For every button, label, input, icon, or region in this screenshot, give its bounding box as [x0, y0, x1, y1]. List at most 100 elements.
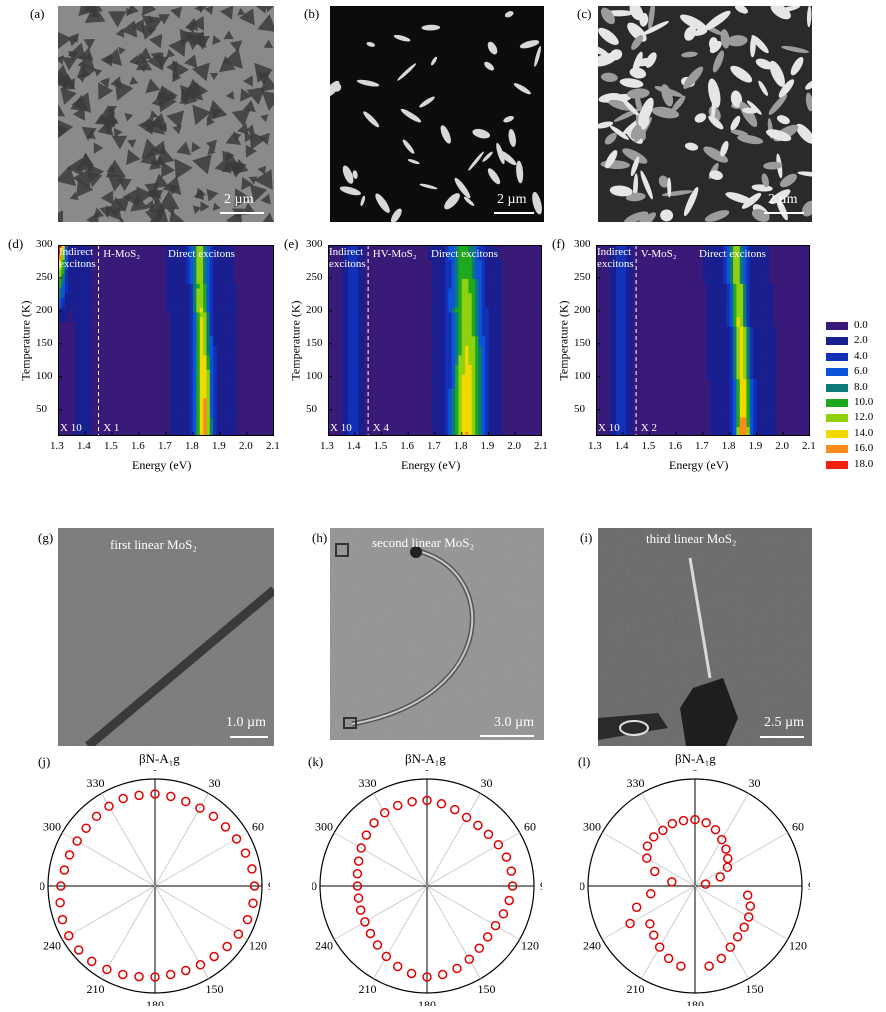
polar-data-point: [704, 961, 714, 971]
scale-label-b: 2 µm: [497, 192, 527, 207]
x-tick-label: 1.9: [480, 440, 495, 452]
x-axis-label: Energy (eV): [132, 458, 192, 472]
polar-data-point: [91, 811, 102, 822]
direct-excitons-label: Direct excitons: [431, 248, 498, 260]
y-tick-label: 100: [36, 369, 53, 382]
x-tick-label: 2.1: [534, 440, 548, 452]
polar-data-point: [483, 829, 494, 840]
panel-label-j: (j): [38, 754, 51, 769]
angle-label: 60: [252, 820, 264, 834]
scale-label-i: 2.5 µm: [764, 715, 804, 730]
x-tick-label: 2.0: [507, 440, 521, 452]
polar-data-point: [422, 795, 432, 806]
angle-label: 210: [87, 982, 105, 996]
heatmap-f: [596, 245, 810, 436]
panel-label-a: (a): [30, 6, 45, 21]
scale-bar-a: [220, 212, 264, 214]
polar-data-point: [490, 920, 501, 931]
x-tick-label: 1.4: [346, 440, 361, 452]
polar-data-point: [473, 820, 483, 831]
angle-label: 0: [692, 770, 698, 774]
polar-data-point: [64, 850, 75, 860]
polar-data-point: [743, 912, 754, 922]
polar-data-point: [365, 928, 376, 939]
y-tick-label: 300: [36, 238, 53, 250]
panel-label-k: (k): [308, 754, 324, 769]
polar-data-point: [642, 841, 653, 851]
legend-label: 10.0: [854, 396, 874, 408]
polar-data-point: [717, 834, 727, 845]
polar-data-point: [233, 929, 244, 939]
material-label: H-MoS₂: [103, 248, 141, 260]
angle-label: 330: [359, 776, 377, 790]
y-tick-label: 250: [306, 270, 323, 283]
x-tick-label: 1.6: [400, 440, 414, 452]
y-tick-label: 50: [574, 402, 585, 415]
x-tick-label: 1.7: [427, 440, 441, 452]
polar-data-point: [716, 953, 727, 964]
heatmap-d: [58, 245, 274, 436]
sem-image-g: [58, 528, 274, 746]
angle-label: 30: [209, 776, 221, 790]
polar-title-j: βN-A₁g: [139, 751, 180, 766]
polar-data-point: [381, 951, 392, 962]
angle-label: 150: [746, 982, 764, 996]
angle-label: 30: [481, 776, 493, 790]
polar-data-point: [369, 818, 379, 828]
polar-data-point: [240, 848, 251, 858]
multiplier-right: X 1: [103, 422, 120, 434]
polar-data-point: [118, 969, 128, 980]
x-tick-label: 1.9: [748, 440, 763, 452]
angle-label: 330: [627, 776, 645, 790]
polar-data-point: [506, 866, 517, 876]
angle-label: 90: [268, 879, 270, 893]
legend-label: 18.0: [854, 457, 874, 470]
y-tick-label: 250: [36, 270, 53, 283]
polar-data-point: [134, 971, 144, 982]
polar-data-point: [220, 822, 231, 832]
multiplier-left: X 10: [60, 422, 82, 434]
polar-data-point: [208, 811, 219, 822]
material-label: V-MoS₂: [640, 248, 677, 260]
polar-data-point: [663, 953, 674, 964]
polar-data-point: [645, 919, 655, 929]
polar-data-point: [57, 914, 68, 925]
polar-data-point: [690, 814, 700, 825]
polar-data-point: [461, 812, 472, 823]
angle-label: 60: [792, 820, 804, 834]
polar-data-point: [654, 942, 665, 952]
y-axis-label: Temperature (K): [556, 299, 571, 381]
x-tick-label: 1.7: [695, 440, 709, 452]
polar-data-point: [407, 796, 417, 807]
y-tick-label: 50: [306, 402, 317, 415]
x-tick-label: 1.8: [721, 440, 736, 452]
polar-data-point: [676, 961, 686, 971]
indirect-excitons-label: excitons: [59, 258, 96, 270]
panel-label-i: (i): [580, 530, 593, 545]
x-tick-label: 1.5: [104, 440, 118, 452]
polar-data-point: [372, 940, 383, 950]
angle-label: 60: [524, 820, 536, 834]
polar-data-point: [242, 914, 253, 925]
legend-label: 12.0: [854, 411, 874, 424]
panel-label-b: (b): [304, 6, 320, 21]
x-tick-label: 1.3: [50, 440, 64, 452]
polar-data-point: [436, 799, 447, 809]
polar-data-point: [450, 804, 460, 815]
polar-data-point: [722, 862, 733, 873]
polar-data-point: [81, 823, 91, 833]
polar-data-point: [361, 830, 372, 840]
angle-label: 240: [583, 939, 601, 953]
y-tick-label: 150: [574, 336, 591, 349]
panel-label-h: (h): [312, 530, 328, 545]
polar-data-point: [723, 853, 733, 864]
polar-data-point: [648, 832, 659, 842]
multiplier-right: X 4: [372, 422, 389, 434]
panel-label-l: (l): [578, 754, 591, 769]
multiplier-left: X 10: [330, 422, 352, 434]
y-tick-label: 300: [306, 238, 323, 250]
polar-data-point: [86, 956, 97, 967]
y-tick-label: 100: [306, 369, 323, 382]
polar-data-point: [710, 824, 721, 835]
polar-data-point: [667, 818, 678, 829]
